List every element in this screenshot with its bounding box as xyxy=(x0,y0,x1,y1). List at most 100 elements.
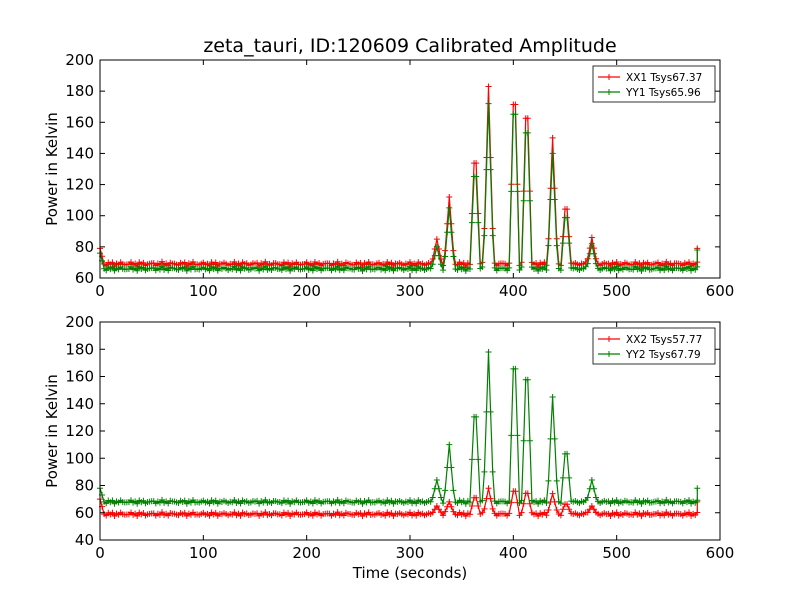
legend-label: XX2 Tsys57.77 xyxy=(626,334,702,346)
data-point xyxy=(590,245,597,252)
x-tick-label: 200 xyxy=(292,282,321,300)
data-point xyxy=(512,111,519,118)
data-point xyxy=(481,468,488,475)
data-point xyxy=(206,267,213,274)
data-point xyxy=(545,242,552,249)
data-point xyxy=(566,506,573,513)
data-point xyxy=(181,264,188,271)
data-point xyxy=(448,229,455,236)
data-point xyxy=(359,267,366,274)
legend-box xyxy=(592,327,716,365)
data-point xyxy=(466,265,473,272)
y-tick-label: 140 xyxy=(65,144,94,162)
series-line-1 xyxy=(99,351,698,506)
data-point xyxy=(407,263,413,270)
data-point xyxy=(588,477,595,484)
data-point xyxy=(593,494,599,501)
data-point xyxy=(181,509,188,516)
data-point xyxy=(557,500,564,507)
data-point xyxy=(694,246,701,253)
data-point xyxy=(479,509,486,516)
data-point xyxy=(382,267,389,274)
legend-label: XX1 Tsys67.37 xyxy=(626,72,702,84)
data-point xyxy=(109,263,116,270)
data-point xyxy=(231,263,238,270)
data-point xyxy=(590,250,597,257)
data-point xyxy=(475,456,482,463)
data-point xyxy=(514,188,521,195)
y-tick-label: 140 xyxy=(65,395,94,413)
data-point xyxy=(481,505,488,512)
data-point xyxy=(526,437,533,444)
data-point xyxy=(466,511,473,518)
data-point xyxy=(543,499,550,506)
x-tick-label: 400 xyxy=(499,282,528,300)
data-point xyxy=(686,509,692,516)
y-tick-label: 120 xyxy=(65,422,94,440)
data-point xyxy=(694,485,701,492)
data-point xyxy=(429,261,436,268)
data-point xyxy=(549,150,556,157)
data-point xyxy=(535,513,542,520)
data-point xyxy=(526,500,533,507)
figure-title: zeta_tauri, ID:120609 Calibrated Amplitu… xyxy=(203,35,616,57)
x-tick-label: 500 xyxy=(602,282,631,300)
y-tick-label: 120 xyxy=(65,176,94,194)
data-point xyxy=(442,508,449,515)
data-point xyxy=(549,490,556,497)
data-point xyxy=(663,263,670,270)
data-point xyxy=(262,509,269,516)
data-point xyxy=(237,500,244,507)
x-tick-label: 200 xyxy=(292,544,321,562)
data-point xyxy=(262,496,269,503)
data-point xyxy=(165,267,172,274)
y-axis-label: Power in Kelvin xyxy=(43,112,61,226)
data-point xyxy=(508,432,515,439)
y-tick-label: 60 xyxy=(75,504,94,522)
data-point xyxy=(285,264,292,271)
legend: XX2 Tsys57.77 YY2 Tsys67.79 xyxy=(592,327,716,365)
series-line-0 xyxy=(99,86,698,268)
series-markers-0 xyxy=(97,485,701,520)
data-point xyxy=(485,83,492,90)
data-point xyxy=(506,264,513,271)
data-point xyxy=(686,497,692,504)
data-point xyxy=(655,264,661,271)
data-point xyxy=(541,263,548,270)
y-axis-label: Power in Kelvin xyxy=(43,374,61,488)
x-tick-label: 600 xyxy=(706,544,735,562)
legend-marker xyxy=(606,336,612,342)
data-point xyxy=(526,197,533,204)
data-point xyxy=(413,267,420,274)
y-tick-label: 80 xyxy=(75,238,94,256)
data-point xyxy=(442,487,449,494)
data-point xyxy=(481,232,488,239)
legend-box xyxy=(592,65,716,103)
data-point xyxy=(485,485,492,492)
data-point xyxy=(365,263,372,270)
data-point xyxy=(334,496,341,503)
data-point xyxy=(535,267,542,274)
data-point xyxy=(473,413,480,420)
data-point xyxy=(566,240,573,247)
x-tick-label: 300 xyxy=(396,544,425,562)
data-point xyxy=(231,509,238,516)
data-point xyxy=(545,477,552,484)
series-markers-0 xyxy=(97,83,701,270)
data-point xyxy=(518,509,525,516)
data-point xyxy=(212,264,219,271)
data-point xyxy=(584,509,591,516)
x-tick-label: 100 xyxy=(189,544,218,562)
data-point xyxy=(438,509,444,516)
data-point xyxy=(212,509,219,516)
data-point xyxy=(661,512,668,519)
data-point xyxy=(590,485,597,492)
data-point xyxy=(613,497,620,504)
data-point xyxy=(557,512,564,519)
data-point xyxy=(309,512,316,519)
x-tick-label: 300 xyxy=(396,282,425,300)
data-point xyxy=(466,499,473,506)
y-tick-label: 200 xyxy=(65,51,94,69)
data-point xyxy=(524,376,531,383)
data-point xyxy=(382,500,389,507)
